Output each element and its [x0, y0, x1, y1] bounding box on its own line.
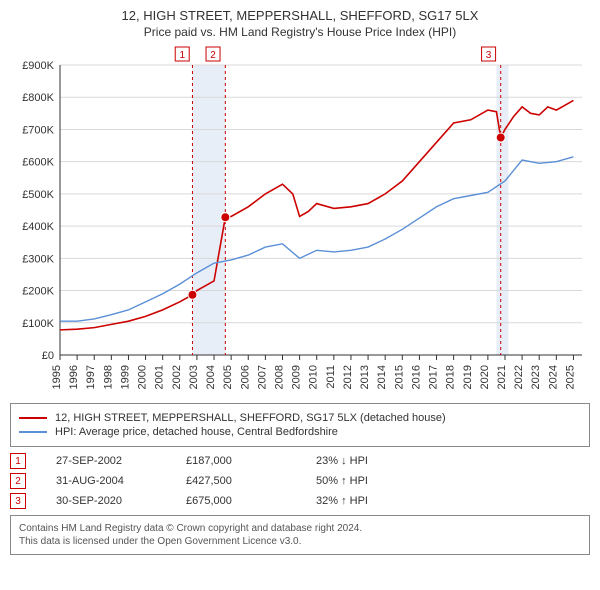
sale-date: 30-SEP-2020 — [56, 495, 156, 507]
sale-price: £187,000 — [186, 455, 286, 467]
sale-date: 27-SEP-2002 — [56, 455, 156, 467]
attribution-box: Contains HM Land Registry data © Crown c… — [10, 515, 590, 555]
svg-text:2018: 2018 — [445, 365, 457, 389]
sale-pct: 32% ↑ HPI — [316, 495, 406, 507]
svg-text:2009: 2009 — [291, 365, 303, 389]
svg-text:£200K: £200K — [22, 286, 54, 298]
svg-text:£100K: £100K — [22, 318, 54, 330]
sale-marker: 3 — [10, 493, 26, 509]
svg-text:2015: 2015 — [393, 365, 405, 389]
svg-text:2021: 2021 — [496, 365, 508, 389]
legend-row: HPI: Average price, detached house, Cent… — [19, 426, 581, 438]
svg-text:2017: 2017 — [428, 365, 440, 389]
attribution-line1: Contains HM Land Registry data © Crown c… — [19, 522, 581, 535]
svg-text:1996: 1996 — [68, 365, 80, 389]
sale-marker: 2 — [10, 473, 26, 489]
legend-label: 12, HIGH STREET, MEPPERSHALL, SHEFFORD, … — [55, 412, 446, 424]
legend-box: 12, HIGH STREET, MEPPERSHALL, SHEFFORD, … — [10, 403, 590, 447]
svg-text:1997: 1997 — [85, 365, 97, 389]
sale-pct: 50% ↑ HPI — [316, 475, 406, 487]
svg-text:2008: 2008 — [273, 365, 285, 389]
svg-text:2011: 2011 — [325, 365, 337, 389]
sales-table: 1 27-SEP-2002 £187,000 23% ↓ HPI 2 31-AUG-200… — [10, 453, 590, 509]
svg-text:2016: 2016 — [410, 365, 422, 389]
svg-text:£300K: £300K — [22, 253, 54, 265]
svg-text:2022: 2022 — [513, 365, 525, 389]
svg-text:2001: 2001 — [154, 365, 166, 389]
chart-title-address: 12, HIGH STREET, MEPPERSHALL, SHEFFORD, … — [10, 8, 590, 23]
sale-pct: 23% ↓ HPI — [316, 455, 406, 467]
svg-text:2006: 2006 — [239, 365, 251, 389]
svg-text:£900K: £900K — [22, 60, 54, 72]
svg-text:1995: 1995 — [51, 365, 63, 389]
legend-swatch — [19, 431, 47, 433]
sale-row: 3 30-SEP-2020 £675,000 32% ↑ HPI — [10, 493, 590, 509]
legend-row: 12, HIGH STREET, MEPPERSHALL, SHEFFORD, … — [19, 412, 581, 424]
svg-text:£800K: £800K — [22, 92, 54, 104]
svg-text:2012: 2012 — [342, 365, 354, 389]
svg-text:2025: 2025 — [564, 365, 576, 389]
svg-text:2000: 2000 — [137, 365, 149, 389]
svg-text:2013: 2013 — [359, 365, 371, 389]
svg-text:2019: 2019 — [462, 365, 474, 389]
svg-text:£500K: £500K — [22, 189, 54, 201]
svg-text:3: 3 — [486, 50, 492, 61]
svg-text:2010: 2010 — [308, 365, 320, 389]
svg-text:2014: 2014 — [376, 365, 388, 389]
svg-text:2004: 2004 — [205, 365, 217, 389]
svg-text:£700K: £700K — [22, 124, 54, 136]
svg-text:£0: £0 — [42, 350, 54, 362]
svg-text:2003: 2003 — [188, 365, 200, 389]
svg-text:2: 2 — [210, 50, 216, 61]
chart-subtitle: Price paid vs. HM Land Registry's House … — [10, 25, 590, 39]
chart-svg: £0 £100K £200K £300K £400K £500K £600K £700K £80… — [10, 45, 590, 395]
svg-text:2020: 2020 — [479, 365, 491, 389]
sale-marker: 1 — [10, 453, 26, 469]
svg-text:2007: 2007 — [256, 365, 268, 389]
legend-swatch — [19, 417, 47, 419]
svg-text:2024: 2024 — [547, 365, 559, 389]
legend-label: HPI: Average price, detached house, Cent… — [55, 426, 338, 438]
attribution-line2: This data is licensed under the Open Gov… — [19, 535, 581, 548]
sale-price: £675,000 — [186, 495, 286, 507]
svg-text:2023: 2023 — [530, 365, 542, 389]
price-chart: £0 £100K £200K £300K £400K £500K £600K £700K £80… — [10, 45, 590, 395]
svg-text:1: 1 — [179, 50, 185, 61]
sale-price: £427,500 — [186, 475, 286, 487]
sale-row: 1 27-SEP-2002 £187,000 23% ↓ HPI — [10, 453, 590, 469]
sale-row: 2 31-AUG-2004 £427,500 50% ↑ HPI — [10, 473, 590, 489]
svg-text:1999: 1999 — [119, 365, 131, 389]
svg-text:£400K: £400K — [22, 221, 54, 233]
sale-date: 31-AUG-2004 — [56, 475, 156, 487]
svg-text:2005: 2005 — [222, 365, 234, 389]
svg-text:£600K: £600K — [22, 157, 54, 169]
svg-text:1998: 1998 — [102, 365, 114, 389]
svg-text:2002: 2002 — [171, 365, 183, 389]
